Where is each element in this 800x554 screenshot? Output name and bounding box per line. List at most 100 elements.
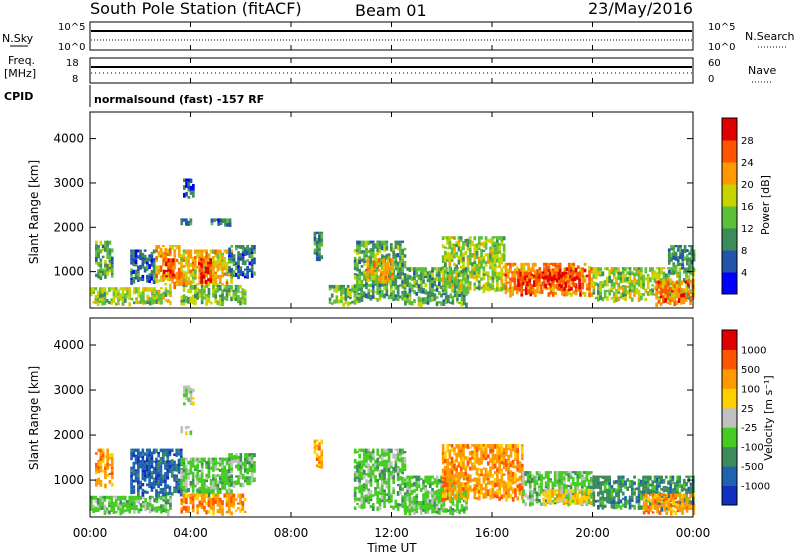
cell-velocity-14: [624, 501, 627, 506]
cell-power-20: [651, 284, 654, 287]
cell-power-2: [139, 277, 142, 281]
cell-velocity-11: [459, 457, 463, 460]
cell-velocity-11: [518, 483, 522, 488]
cell-power-7: [234, 297, 238, 302]
cell-velocity-11: [480, 468, 483, 474]
cell-power-19: [542, 276, 545, 280]
cell-power-17: [448, 270, 452, 275]
cell-velocity-9: [369, 498, 373, 502]
cell-velocity-12: [556, 476, 559, 480]
cell-velocity-11: [477, 473, 481, 477]
cell-velocity-9: [356, 479, 359, 482]
cell-velocity-11: [502, 480, 506, 485]
cell-velocity-0: [164, 504, 168, 509]
cell-velocity-11: [466, 456, 470, 461]
cell-power-5: [225, 249, 229, 254]
cell-power-16: [408, 282, 412, 285]
cell-power-14: [396, 294, 400, 297]
cell-power-2: [143, 249, 147, 252]
cell-power-17: [441, 282, 445, 286]
cell-power-21: [687, 293, 690, 297]
cell-power-22: [681, 266, 685, 269]
cell-velocity-13: [587, 494, 591, 497]
cell-power-7: [227, 284, 231, 288]
cell-power-18: [529, 267, 533, 272]
cell-velocity-2: [168, 468, 172, 474]
cell-velocity-12: [562, 483, 566, 489]
cell-velocity-2: [164, 482, 167, 485]
cell-velocity-11: [466, 473, 470, 477]
cell-power-17: [484, 282, 488, 287]
cell-velocity-11: [496, 495, 499, 499]
cell-power-2: [137, 276, 140, 280]
cell-velocity-6: [185, 396, 188, 400]
cell-velocity-11: [500, 468, 504, 471]
cell-power-16: [413, 280, 416, 285]
cell-velocity-12: [522, 489, 525, 492]
cell-power-7: [243, 289, 247, 292]
cell-power-7: [207, 297, 211, 303]
cell-velocity-10: [422, 479, 425, 485]
cell-power-20: [676, 271, 679, 274]
cell-velocity-11: [450, 444, 454, 448]
cell-power-17: [491, 285, 495, 288]
cell-power-20: [685, 284, 688, 289]
cell-velocity-10: [419, 509, 423, 515]
cell-velocity-8: [318, 459, 321, 462]
cell-power-14: [378, 283, 382, 288]
cell-velocity-3: [189, 481, 193, 486]
cell-power-20: [603, 267, 607, 271]
cell-velocity-2: [159, 457, 163, 462]
cell-power-3: [164, 247, 168, 253]
cell-power-16: [408, 267, 412, 272]
cell-power-0: [137, 300, 141, 305]
cell-velocity-10: [408, 496, 412, 500]
cell-power-17: [441, 288, 445, 293]
cell-velocity-13: [551, 502, 554, 505]
cell-power-16: [428, 281, 432, 286]
cell-velocity-13: [553, 500, 557, 503]
cell-velocity-9: [362, 488, 366, 492]
colorbar-tick: 12: [741, 224, 754, 235]
cell-velocity-14: [603, 490, 607, 494]
cell-velocity-3: [180, 479, 184, 484]
cell-power-18: [511, 262, 514, 267]
cell-velocity-2: [141, 488, 145, 492]
cell-power-22: [672, 249, 676, 254]
cell-velocity-9: [401, 468, 404, 472]
cell-power-16: [460, 270, 464, 274]
cell-power-9: [183, 185, 186, 190]
cell-power-20: [601, 296, 605, 302]
cell-power-16: [428, 294, 432, 298]
cell-power-15: [379, 270, 383, 274]
cell-power-3: [155, 273, 158, 279]
cell-power-1: [106, 240, 109, 245]
cell-power-0: [121, 287, 125, 291]
cell-power-8: [237, 265, 240, 269]
cell-velocity-3: [182, 462, 186, 465]
cell-power-21: [680, 287, 683, 291]
cell-velocity-0: [144, 504, 147, 508]
cell-power-4: [171, 262, 175, 267]
cell-velocity-12: [580, 471, 584, 475]
cell-velocity-2: [132, 465, 136, 470]
cell-velocity-3: [194, 474, 197, 479]
cell-velocity-9: [358, 497, 361, 502]
cell-power-20: [592, 270, 596, 275]
cell-power-5: [203, 249, 206, 253]
cell-power-17: [464, 272, 468, 275]
cell-power-4: [162, 269, 166, 274]
cell-power-18: [581, 291, 585, 295]
cell-power-17: [502, 286, 506, 290]
cell-power-18: [504, 281, 508, 286]
cell-power-8: [250, 245, 254, 248]
cell-velocity-14: [633, 475, 636, 479]
cell-velocity-10: [440, 507, 443, 510]
cell-power-8: [244, 268, 247, 271]
cell-velocity-9: [367, 501, 371, 505]
cell-velocity-2: [141, 459, 145, 464]
cell-power-17: [462, 261, 465, 264]
cell-power-16: [456, 294, 459, 298]
cell-velocity-5: [244, 468, 247, 473]
cell-velocity-5: [237, 467, 240, 471]
